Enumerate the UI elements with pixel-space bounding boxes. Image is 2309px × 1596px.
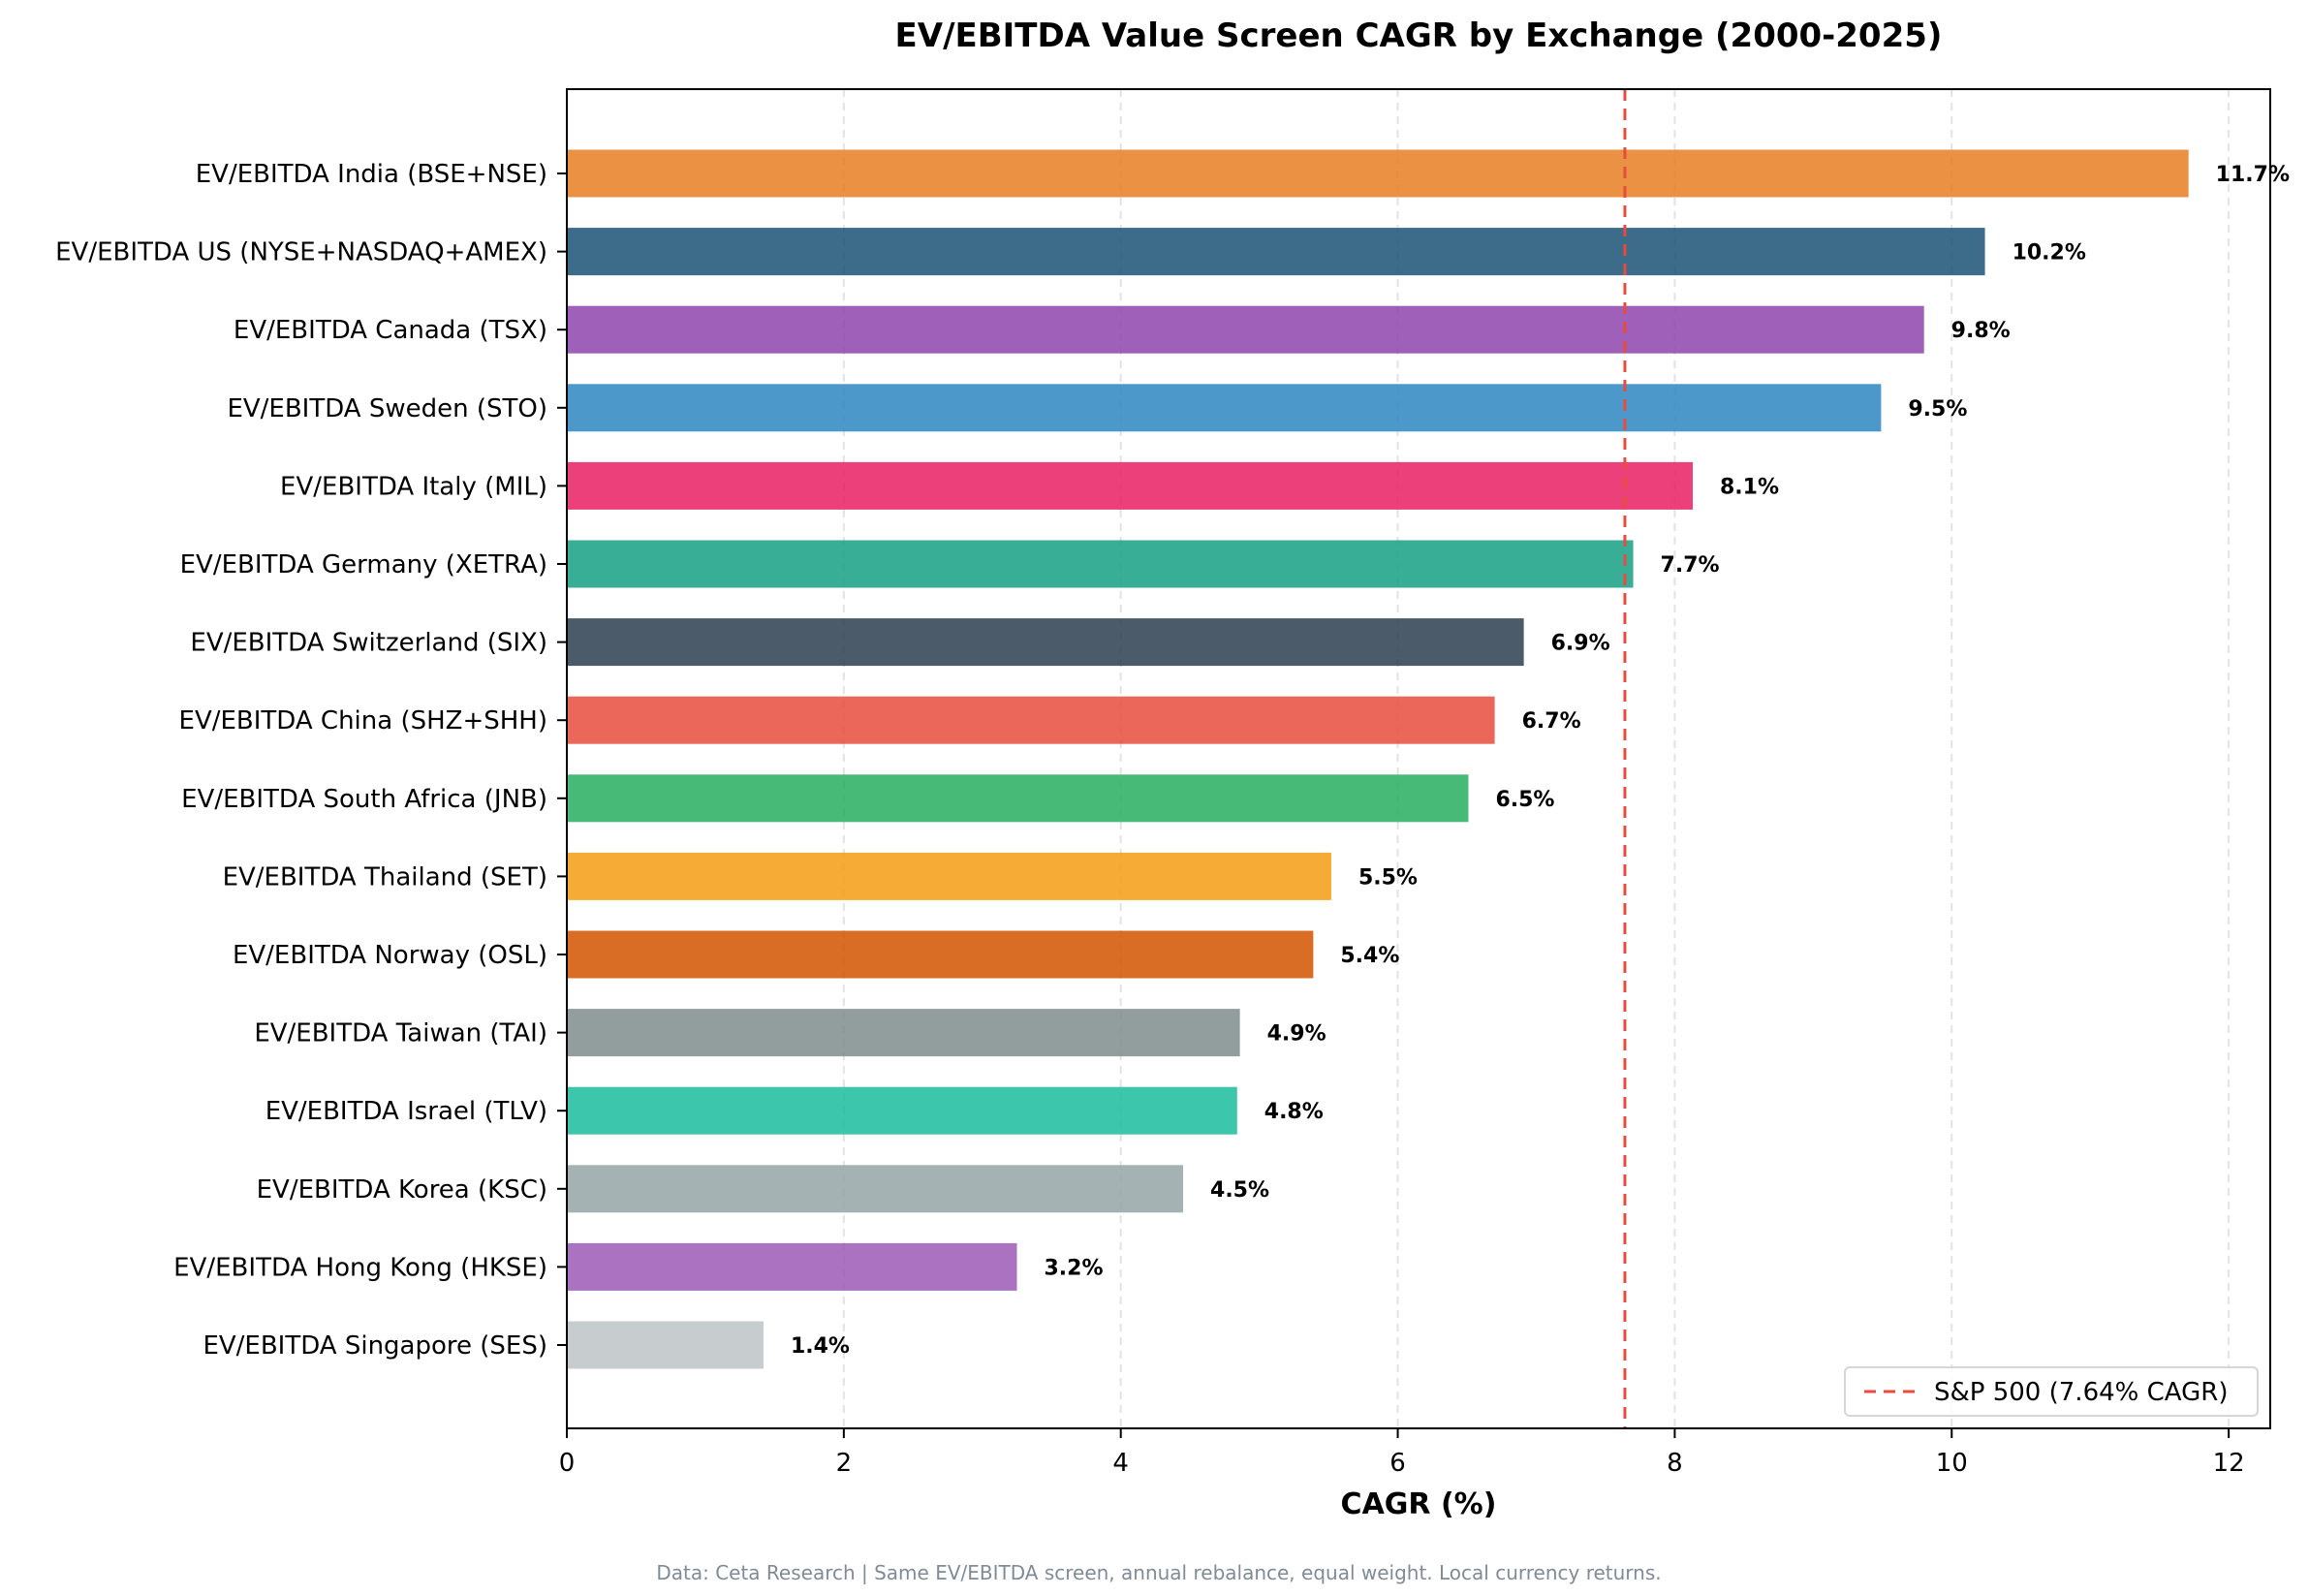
bar xyxy=(567,540,1634,588)
data-label: 7.7% xyxy=(1661,553,1720,578)
y-tick-label: EV/EBITDA Taiwan (TAI) xyxy=(254,1019,547,1048)
bars: 11.7% 10.2% 9.8% 9.5% 8.1% 7.7% 6.9% 6.7% 6.5% 5.… xyxy=(567,149,2290,1369)
legend-box xyxy=(1844,1366,2259,1417)
x-tick-label: 8 xyxy=(1667,1449,1683,1478)
data-label: 4.5% xyxy=(1210,1178,1269,1203)
x-axis: 0 2 4 6 8 10 12 xyxy=(559,1428,2245,1478)
bar xyxy=(567,774,1469,823)
data-label: 1.4% xyxy=(791,1334,850,1359)
y-tick-label: EV/EBITDA Germany (XETRA) xyxy=(180,550,547,579)
y-axis: EV/EBITDA India (BSE+NSE) EV/EBITDA US (N… xyxy=(55,160,567,1361)
chart-title: EV/EBITDA Value Screen CAGR by Exchange … xyxy=(895,16,1943,55)
x-tick-label: 4 xyxy=(1112,1449,1129,1478)
y-tick-label: EV/EBITDA Korea (KSC) xyxy=(257,1175,547,1205)
data-label: 11.7% xyxy=(2216,163,2290,187)
y-tick-label: EV/EBITDA Canada (TSX) xyxy=(234,316,547,345)
bar xyxy=(567,930,1314,979)
data-label: 4.8% xyxy=(1264,1100,1324,1124)
x-tick-label: 2 xyxy=(836,1449,853,1478)
data-label: 6.9% xyxy=(1551,632,1610,656)
y-tick-label: EV/EBITDA US (NYSE+NASDAQ+AMEX) xyxy=(55,238,547,267)
y-tick-label: EV/EBITDA India (BSE+NSE) xyxy=(196,160,547,189)
data-label: 9.5% xyxy=(1908,397,1967,422)
y-tick-label: EV/EBITDA Switzerland (SIX) xyxy=(190,629,547,658)
bar xyxy=(567,461,1693,510)
x-tick-label: 10 xyxy=(1936,1449,1968,1478)
bar xyxy=(567,228,1985,276)
y-tick-label: EV/EBITDA South Africa (JNB) xyxy=(181,785,547,814)
bar xyxy=(567,1321,764,1369)
x-tick-label: 6 xyxy=(1389,1449,1406,1478)
y-tick-label: EV/EBITDA Israel (TLV) xyxy=(265,1097,547,1126)
data-label: 9.8% xyxy=(1951,319,2011,343)
bar xyxy=(567,1086,1237,1135)
legend: S&P 500 (7.64% CAGR) xyxy=(1844,1366,2259,1417)
bar xyxy=(567,384,1882,432)
y-tick-label: EV/EBITDA Thailand (SET) xyxy=(223,862,547,892)
x-tick-label: 0 xyxy=(559,1449,576,1478)
footnote: Data: Ceta Research | Same EV/EBITDA scr… xyxy=(656,1561,1661,1584)
data-label: 8.1% xyxy=(1720,475,1779,499)
y-tick-label: EV/EBITDA Hong Kong (HKSE) xyxy=(173,1253,547,1282)
plot-frame xyxy=(566,88,2271,1429)
data-label: 5.5% xyxy=(1358,865,1418,890)
bar xyxy=(567,305,1924,354)
bar xyxy=(567,852,1331,900)
y-tick-label: EV/EBITDA Norway (OSL) xyxy=(233,941,547,970)
bar xyxy=(567,1242,1017,1291)
y-tick-label: EV/EBITDA Sweden (STO) xyxy=(227,394,547,423)
bar xyxy=(567,149,2189,198)
y-tick-label: EV/EBITDA Singapore (SES) xyxy=(203,1331,547,1361)
y-tick-label: EV/EBITDA China (SHZ+SHH) xyxy=(179,706,547,735)
bar xyxy=(567,618,1524,667)
data-label: 10.2% xyxy=(2013,241,2086,266)
data-label: 3.2% xyxy=(1045,1256,1104,1280)
bar xyxy=(567,696,1495,744)
data-label: 4.9% xyxy=(1267,1022,1326,1047)
legend-label: S&P 500 (7.64% CAGR) xyxy=(1934,1378,2228,1407)
x-axis-label: CAGR (%) xyxy=(1341,1487,1497,1521)
bar xyxy=(567,1165,1184,1213)
data-label: 5.4% xyxy=(1340,944,1399,968)
data-label: 6.5% xyxy=(1495,788,1554,812)
y-tick-label: EV/EBITDA Italy (MIL) xyxy=(280,472,547,501)
data-label: 6.7% xyxy=(1522,709,1581,734)
x-tick-label: 12 xyxy=(2213,1449,2245,1478)
bar xyxy=(567,1009,1240,1057)
